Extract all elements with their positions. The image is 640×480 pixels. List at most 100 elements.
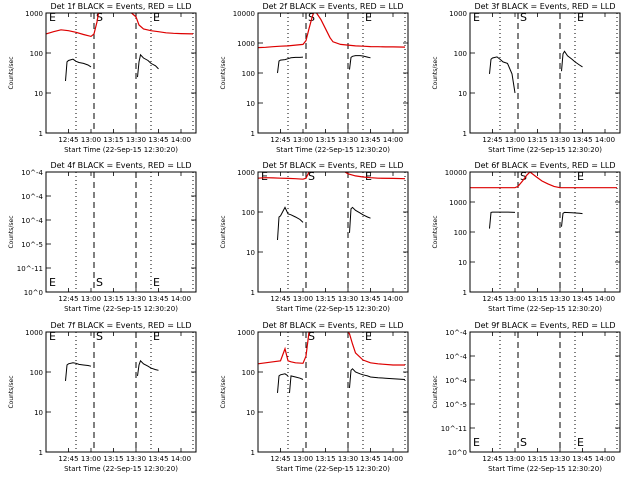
y-tick-label: 1 — [39, 449, 43, 457]
y-tick-label: 100 — [30, 369, 43, 377]
panel-1: Det 1f BLACK = Events, RED = LLD Counts/s… — [8, 2, 197, 154]
x-tick-label: 12:45 — [270, 295, 290, 303]
y-tick-label: 10^-5 — [21, 241, 43, 249]
panel-8: Det 8f BLACK = Events, RED = LLD Counts/s… — [220, 321, 409, 473]
x-tick-label: 13:45 — [572, 455, 592, 463]
lld-series-segment-2 — [344, 171, 406, 180]
y-tick-label: 100 — [454, 229, 467, 237]
x-tick-label: 12:45 — [58, 295, 78, 303]
y-tick-label: 10^0 — [448, 449, 467, 457]
y-tick-label: 1000 — [25, 329, 43, 337]
y-tick-label: 10^-5 — [445, 401, 467, 409]
panel-4: Det 4f BLACK = Events, RED = LLD Counts/s… — [8, 161, 197, 313]
x-axis-label: Start Time (22-Sep-15 12:30:20) — [64, 305, 178, 313]
panel-title: Det 3f BLACK = Events, RED = LLD — [474, 2, 615, 11]
y-tick-label: 10^-4 — [21, 217, 43, 225]
x-tick-label: 12:45 — [482, 455, 502, 463]
x-tick-label: 14:00 — [595, 136, 615, 144]
lld-series-segment-1 — [257, 331, 310, 365]
events-series-segment-2 — [561, 50, 583, 72]
panel-title: Det 1f BLACK = Events, RED = LLD — [50, 2, 191, 11]
y-axis-label: Counts/sec — [220, 375, 227, 408]
events-series-segment-1 — [489, 56, 516, 94]
x-tick-label: 13:15 — [527, 136, 547, 144]
y-tick-label: 1 — [251, 130, 255, 138]
x-tick-label: 14:00 — [171, 136, 191, 144]
y-tick-label: 10^-4 — [445, 353, 467, 361]
x-tick-label: 13:00 — [293, 455, 313, 463]
y-tick-label: 10^-11 — [441, 425, 467, 433]
y-tick-label: 1000 — [25, 10, 43, 18]
x-tick-label: 14:00 — [595, 455, 615, 463]
lld-series-segment-1 — [257, 171, 310, 180]
y-axis-label: Counts/sec — [220, 215, 227, 248]
marker-label: S — [520, 11, 527, 24]
marker-label: E — [365, 170, 372, 183]
y-tick-label: 1000 — [237, 40, 255, 48]
x-tick-label: 14:00 — [595, 295, 615, 303]
x-tick-label: 14:00 — [383, 136, 403, 144]
x-axis-label: Start Time (22-Sep-15 12:30:20) — [488, 305, 602, 313]
panel-6: Det 6f BLACK = Events, RED = LLD Counts/s… — [432, 161, 621, 313]
events-series-segment-2 — [289, 375, 304, 393]
panel-title: Det 4f BLACK = Events, RED = LLD — [50, 161, 191, 170]
events-series-segment-2 — [349, 55, 371, 70]
y-tick-label: 10^0 — [24, 289, 43, 297]
y-axis-label: Counts/sec — [432, 215, 439, 248]
panel-5: Det 5f BLACK = Events, RED = LLD Counts/s… — [220, 161, 409, 313]
x-tick-label: 12:45 — [270, 455, 290, 463]
x-tick-label: 13:00 — [81, 136, 101, 144]
y-tick-label: 1000 — [449, 10, 467, 18]
events-series-segment-1 — [489, 211, 516, 229]
y-tick-label: 1000 — [449, 199, 467, 207]
y-axis-label: Counts/sec — [8, 56, 15, 89]
x-tick-label: 13:15 — [527, 295, 547, 303]
x-tick-label: 13:00 — [293, 136, 313, 144]
marker-label: E — [577, 11, 584, 24]
panel-title: Det 2f BLACK = Events, RED = LLD — [262, 2, 403, 11]
x-tick-label: 12:45 — [482, 295, 502, 303]
x-tick-label: 13:30 — [126, 295, 146, 303]
x-tick-label: 13:45 — [360, 455, 380, 463]
y-tick-label: 1 — [39, 130, 43, 138]
lld-series-segment-1 — [470, 171, 617, 189]
y-tick-label: 10 — [246, 100, 255, 108]
x-tick-label: 13:00 — [505, 136, 525, 144]
lld-series-segment-1 — [45, 12, 100, 38]
y-axis-label: Counts/sec — [220, 56, 227, 89]
marker-label: S — [96, 330, 103, 343]
y-tick-label: 10000 — [445, 169, 467, 177]
marker-label: E — [153, 276, 160, 289]
marker-label: S — [308, 330, 315, 343]
panel-title: Det 8f BLACK = Events, RED = LLD — [262, 321, 403, 330]
x-tick-label: 13:00 — [505, 295, 525, 303]
events-series-segment-2 — [137, 359, 159, 376]
y-tick-label: 10 — [246, 409, 255, 417]
panel-title: Det 5f BLACK = Events, RED = LLD — [262, 161, 403, 170]
y-tick-label: 100 — [242, 209, 255, 217]
marker-label: E — [473, 436, 480, 449]
panel-9: Det 9f BLACK = Events, RED = LLD Counts/s… — [432, 321, 621, 473]
x-tick-label: 13:15 — [103, 295, 123, 303]
x-axis-label: Start Time (22-Sep-15 12:30:20) — [276, 146, 390, 154]
x-tick-label: 13:00 — [505, 455, 525, 463]
x-axis-label: Start Time (22-Sep-15 12:30:20) — [64, 146, 178, 154]
plot-frame — [45, 171, 197, 293]
x-axis-label: Start Time (22-Sep-15 12:30:20) — [64, 465, 178, 473]
lld-series-segment-2 — [316, 12, 406, 48]
events-series-segment-1 — [65, 362, 92, 381]
marker-label: E — [365, 11, 372, 24]
panel-title: Det 6f BLACK = Events, RED = LLD — [474, 161, 615, 170]
plot-frame — [469, 12, 621, 134]
x-tick-label: 13:30 — [126, 455, 146, 463]
y-tick-label: 10^-4 — [21, 169, 43, 177]
events-series-segment-2 — [561, 211, 583, 227]
x-tick-label: 12:45 — [58, 455, 78, 463]
y-tick-label: 100 — [242, 369, 255, 377]
marker-label: E — [153, 11, 160, 24]
y-axis-label: Counts/sec — [432, 56, 439, 89]
events-series-segment-1 — [277, 56, 304, 74]
x-tick-label: 13:15 — [103, 455, 123, 463]
plot-frame — [469, 171, 621, 293]
x-tick-label: 13:15 — [315, 455, 335, 463]
